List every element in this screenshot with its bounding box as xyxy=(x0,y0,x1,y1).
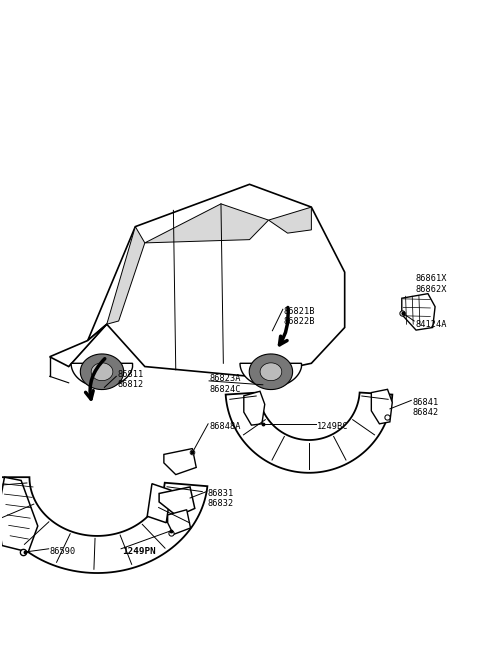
Polygon shape xyxy=(147,483,171,523)
Polygon shape xyxy=(71,364,132,387)
Polygon shape xyxy=(226,392,392,473)
Polygon shape xyxy=(268,207,312,233)
Text: 86811
86812: 86811 86812 xyxy=(117,370,144,389)
Polygon shape xyxy=(240,364,301,387)
Polygon shape xyxy=(260,363,282,381)
Polygon shape xyxy=(372,389,392,424)
Text: 1249BC: 1249BC xyxy=(317,422,348,431)
Polygon shape xyxy=(91,363,113,381)
Text: 86841
86842: 86841 86842 xyxy=(412,398,439,417)
Polygon shape xyxy=(244,391,265,425)
Polygon shape xyxy=(168,510,191,534)
Polygon shape xyxy=(402,293,435,330)
Text: 86590: 86590 xyxy=(49,548,76,557)
Text: 86823A
86824C: 86823A 86824C xyxy=(209,375,240,394)
Text: 84124A: 84124A xyxy=(415,320,446,329)
Polygon shape xyxy=(0,477,38,552)
Polygon shape xyxy=(49,324,107,367)
Polygon shape xyxy=(145,204,268,243)
Polygon shape xyxy=(164,449,196,475)
Polygon shape xyxy=(0,477,207,573)
Text: 86848A: 86848A xyxy=(209,422,240,431)
Polygon shape xyxy=(107,227,145,324)
Text: 86821B
86822B: 86821B 86822B xyxy=(284,307,315,326)
Polygon shape xyxy=(249,354,293,390)
Polygon shape xyxy=(159,487,195,516)
Text: 86831
86832: 86831 86832 xyxy=(208,489,234,508)
Polygon shape xyxy=(80,354,124,390)
Polygon shape xyxy=(88,184,345,377)
Text: 86861X
86862X: 86861X 86862X xyxy=(415,274,446,293)
Text: 1249PN: 1249PN xyxy=(122,548,156,557)
